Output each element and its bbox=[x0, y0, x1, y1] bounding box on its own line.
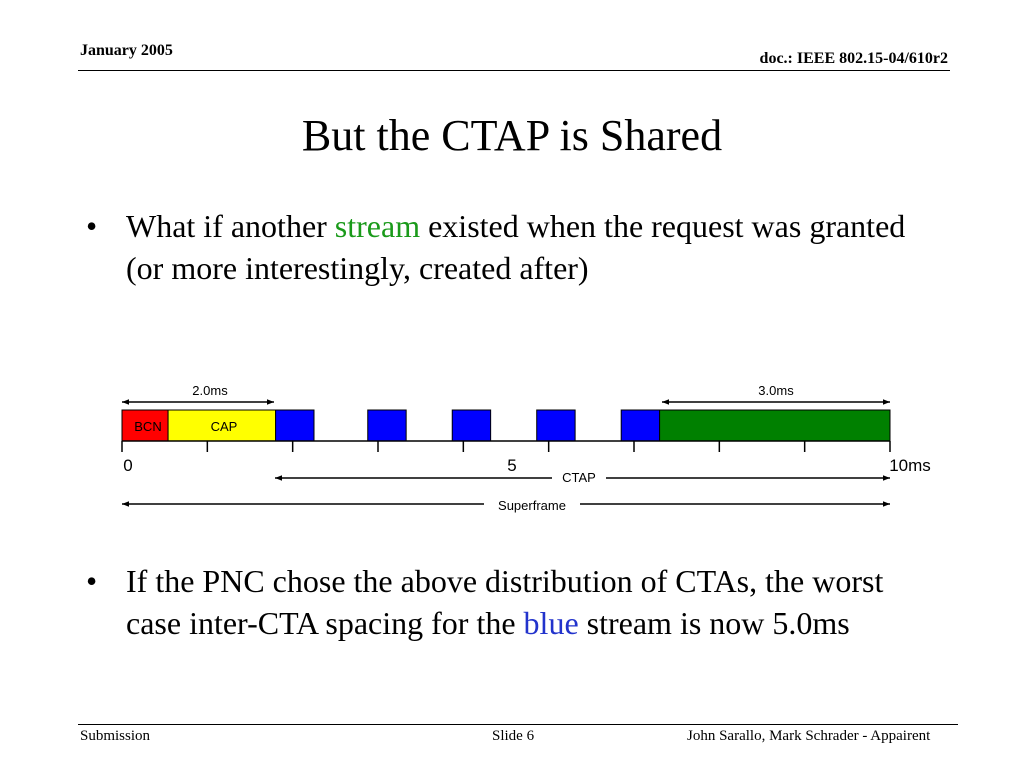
bullet-1: • What if another stream existed when th… bbox=[86, 205, 946, 289]
superframe-label: Superframe bbox=[498, 498, 566, 513]
header-rule bbox=[78, 70, 950, 71]
bullet-2-text: If the PNC chose the above distribution … bbox=[126, 560, 946, 644]
bullet-1-pre: What if another bbox=[126, 208, 335, 244]
footer-authors: John Sarallo, Mark Schrader - Appairent bbox=[687, 728, 931, 744]
blue-cta-block-4 bbox=[536, 409, 576, 442]
axis-ticks bbox=[121, 441, 891, 452]
green-cta-block bbox=[659, 409, 891, 442]
header-date: January 2005 bbox=[80, 42, 173, 59]
bullet-2-pre: If the PNC chose the above distribution … bbox=[126, 563, 884, 641]
cap-label: CAP bbox=[211, 419, 238, 434]
footer-slide-number: Slide 6 bbox=[492, 728, 535, 744]
bullet-dot: • bbox=[86, 208, 98, 244]
bullet-dot: • bbox=[86, 563, 98, 599]
tick-label-10ms: 10ms bbox=[889, 456, 931, 475]
blue-cta-block-1 bbox=[275, 409, 315, 442]
bullet-2-highlight-blue: blue bbox=[523, 605, 579, 641]
header-doc-id: doc.: IEEE 802.15-04/610r2 bbox=[759, 50, 948, 67]
blue-cta-block-5 bbox=[620, 409, 661, 442]
footer-submission: Submission bbox=[80, 728, 151, 744]
bullet-1-text: What if another stream existed when the … bbox=[126, 205, 946, 289]
bullet-1-post: existed when the request was granted (or… bbox=[126, 208, 906, 286]
blue-cta-block-3 bbox=[451, 409, 492, 442]
tick-label-0: 0 bbox=[123, 456, 132, 475]
tick-label-5: 5 bbox=[507, 456, 516, 475]
ctap-label: CTAP bbox=[562, 470, 596, 485]
bullet-1-highlight-stream: stream bbox=[334, 208, 421, 244]
footer-rule bbox=[78, 724, 958, 725]
timeline-blocks bbox=[121, 409, 891, 442]
bcn-label: BCN bbox=[134, 419, 161, 434]
slide-title: But the CTAP is Shared bbox=[301, 111, 723, 160]
span-label-2ms: 2.0ms bbox=[192, 383, 228, 398]
blue-cta-block-2 bbox=[367, 409, 407, 442]
bullet-2: • If the PNC chose the above distributio… bbox=[86, 560, 946, 644]
span-label-3ms: 3.0ms bbox=[758, 383, 794, 398]
bullet-2-post: stream is now 5.0ms bbox=[578, 605, 850, 641]
